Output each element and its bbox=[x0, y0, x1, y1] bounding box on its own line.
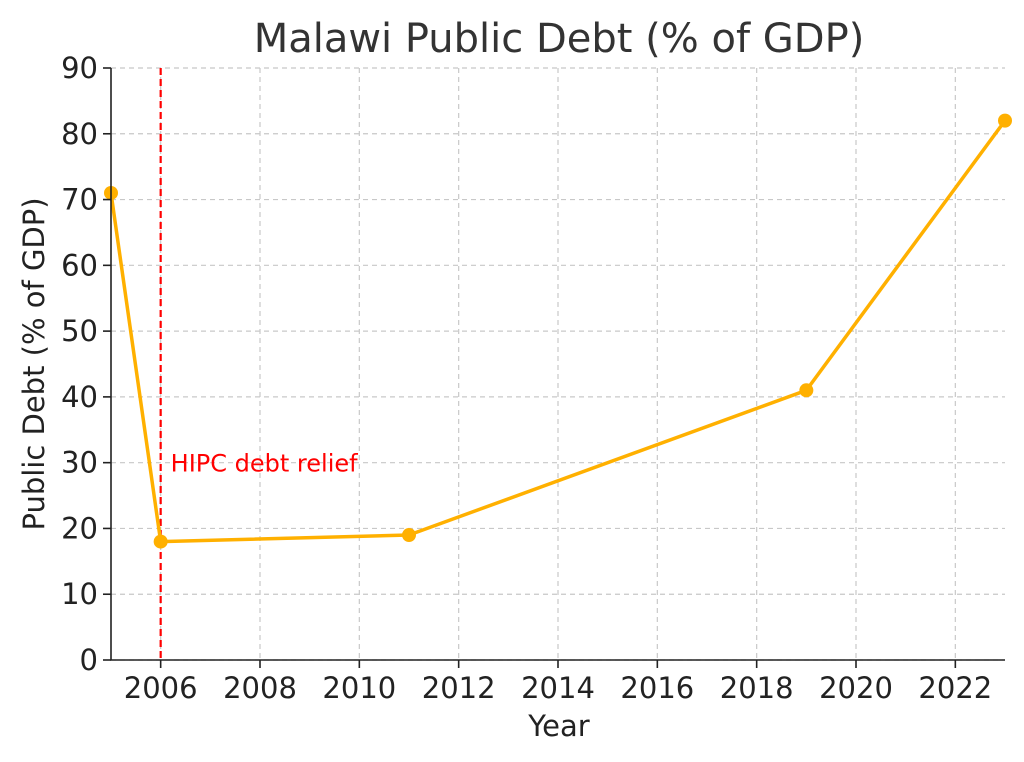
x-tick-label: 2022 bbox=[918, 671, 992, 705]
x-tick-label: 2014 bbox=[521, 671, 595, 705]
hipc-annotation-label: HIPC debt relief bbox=[171, 450, 358, 478]
y-axis-label: Public Debt (% of GDP) bbox=[17, 197, 51, 530]
y-tick-label: 30 bbox=[61, 446, 98, 480]
y-tick-label: 50 bbox=[61, 314, 98, 348]
y-tick-label: 90 bbox=[61, 51, 98, 85]
y-tick-label: 10 bbox=[61, 577, 98, 611]
annotation-layer: HIPC debt relief bbox=[159, 68, 358, 660]
data-point bbox=[799, 383, 814, 398]
grid bbox=[111, 67, 1005, 661]
x-axis-label: Year bbox=[527, 709, 589, 743]
data-point bbox=[153, 534, 168, 549]
data-point bbox=[402, 528, 416, 543]
x-tick-label: 2006 bbox=[124, 671, 198, 705]
y-tick-label: 80 bbox=[61, 117, 98, 151]
data-point bbox=[998, 113, 1012, 128]
y-tick-label: 0 bbox=[80, 643, 98, 677]
axis-spines bbox=[110, 68, 1005, 661]
x-tick-label: 2018 bbox=[720, 671, 794, 705]
chart-title: Malawi Public Debt (% of GDP) bbox=[254, 16, 865, 62]
x-tick-label: 2012 bbox=[422, 671, 496, 705]
x-tick-label: 2008 bbox=[223, 671, 297, 705]
x-tick-label: 2020 bbox=[819, 671, 893, 705]
y-tick-label: 70 bbox=[61, 183, 98, 217]
axes: 0 10 20 30 40 50 60 70 80 90 2006 2008 2010 2012 2014 2… bbox=[61, 51, 1005, 705]
x-tick-label: 2016 bbox=[620, 671, 694, 705]
y-tick-label: 40 bbox=[61, 380, 98, 414]
x-tick-label: 2010 bbox=[322, 671, 396, 705]
y-tick-label: 20 bbox=[61, 511, 98, 545]
y-tick-label: 60 bbox=[61, 248, 98, 282]
